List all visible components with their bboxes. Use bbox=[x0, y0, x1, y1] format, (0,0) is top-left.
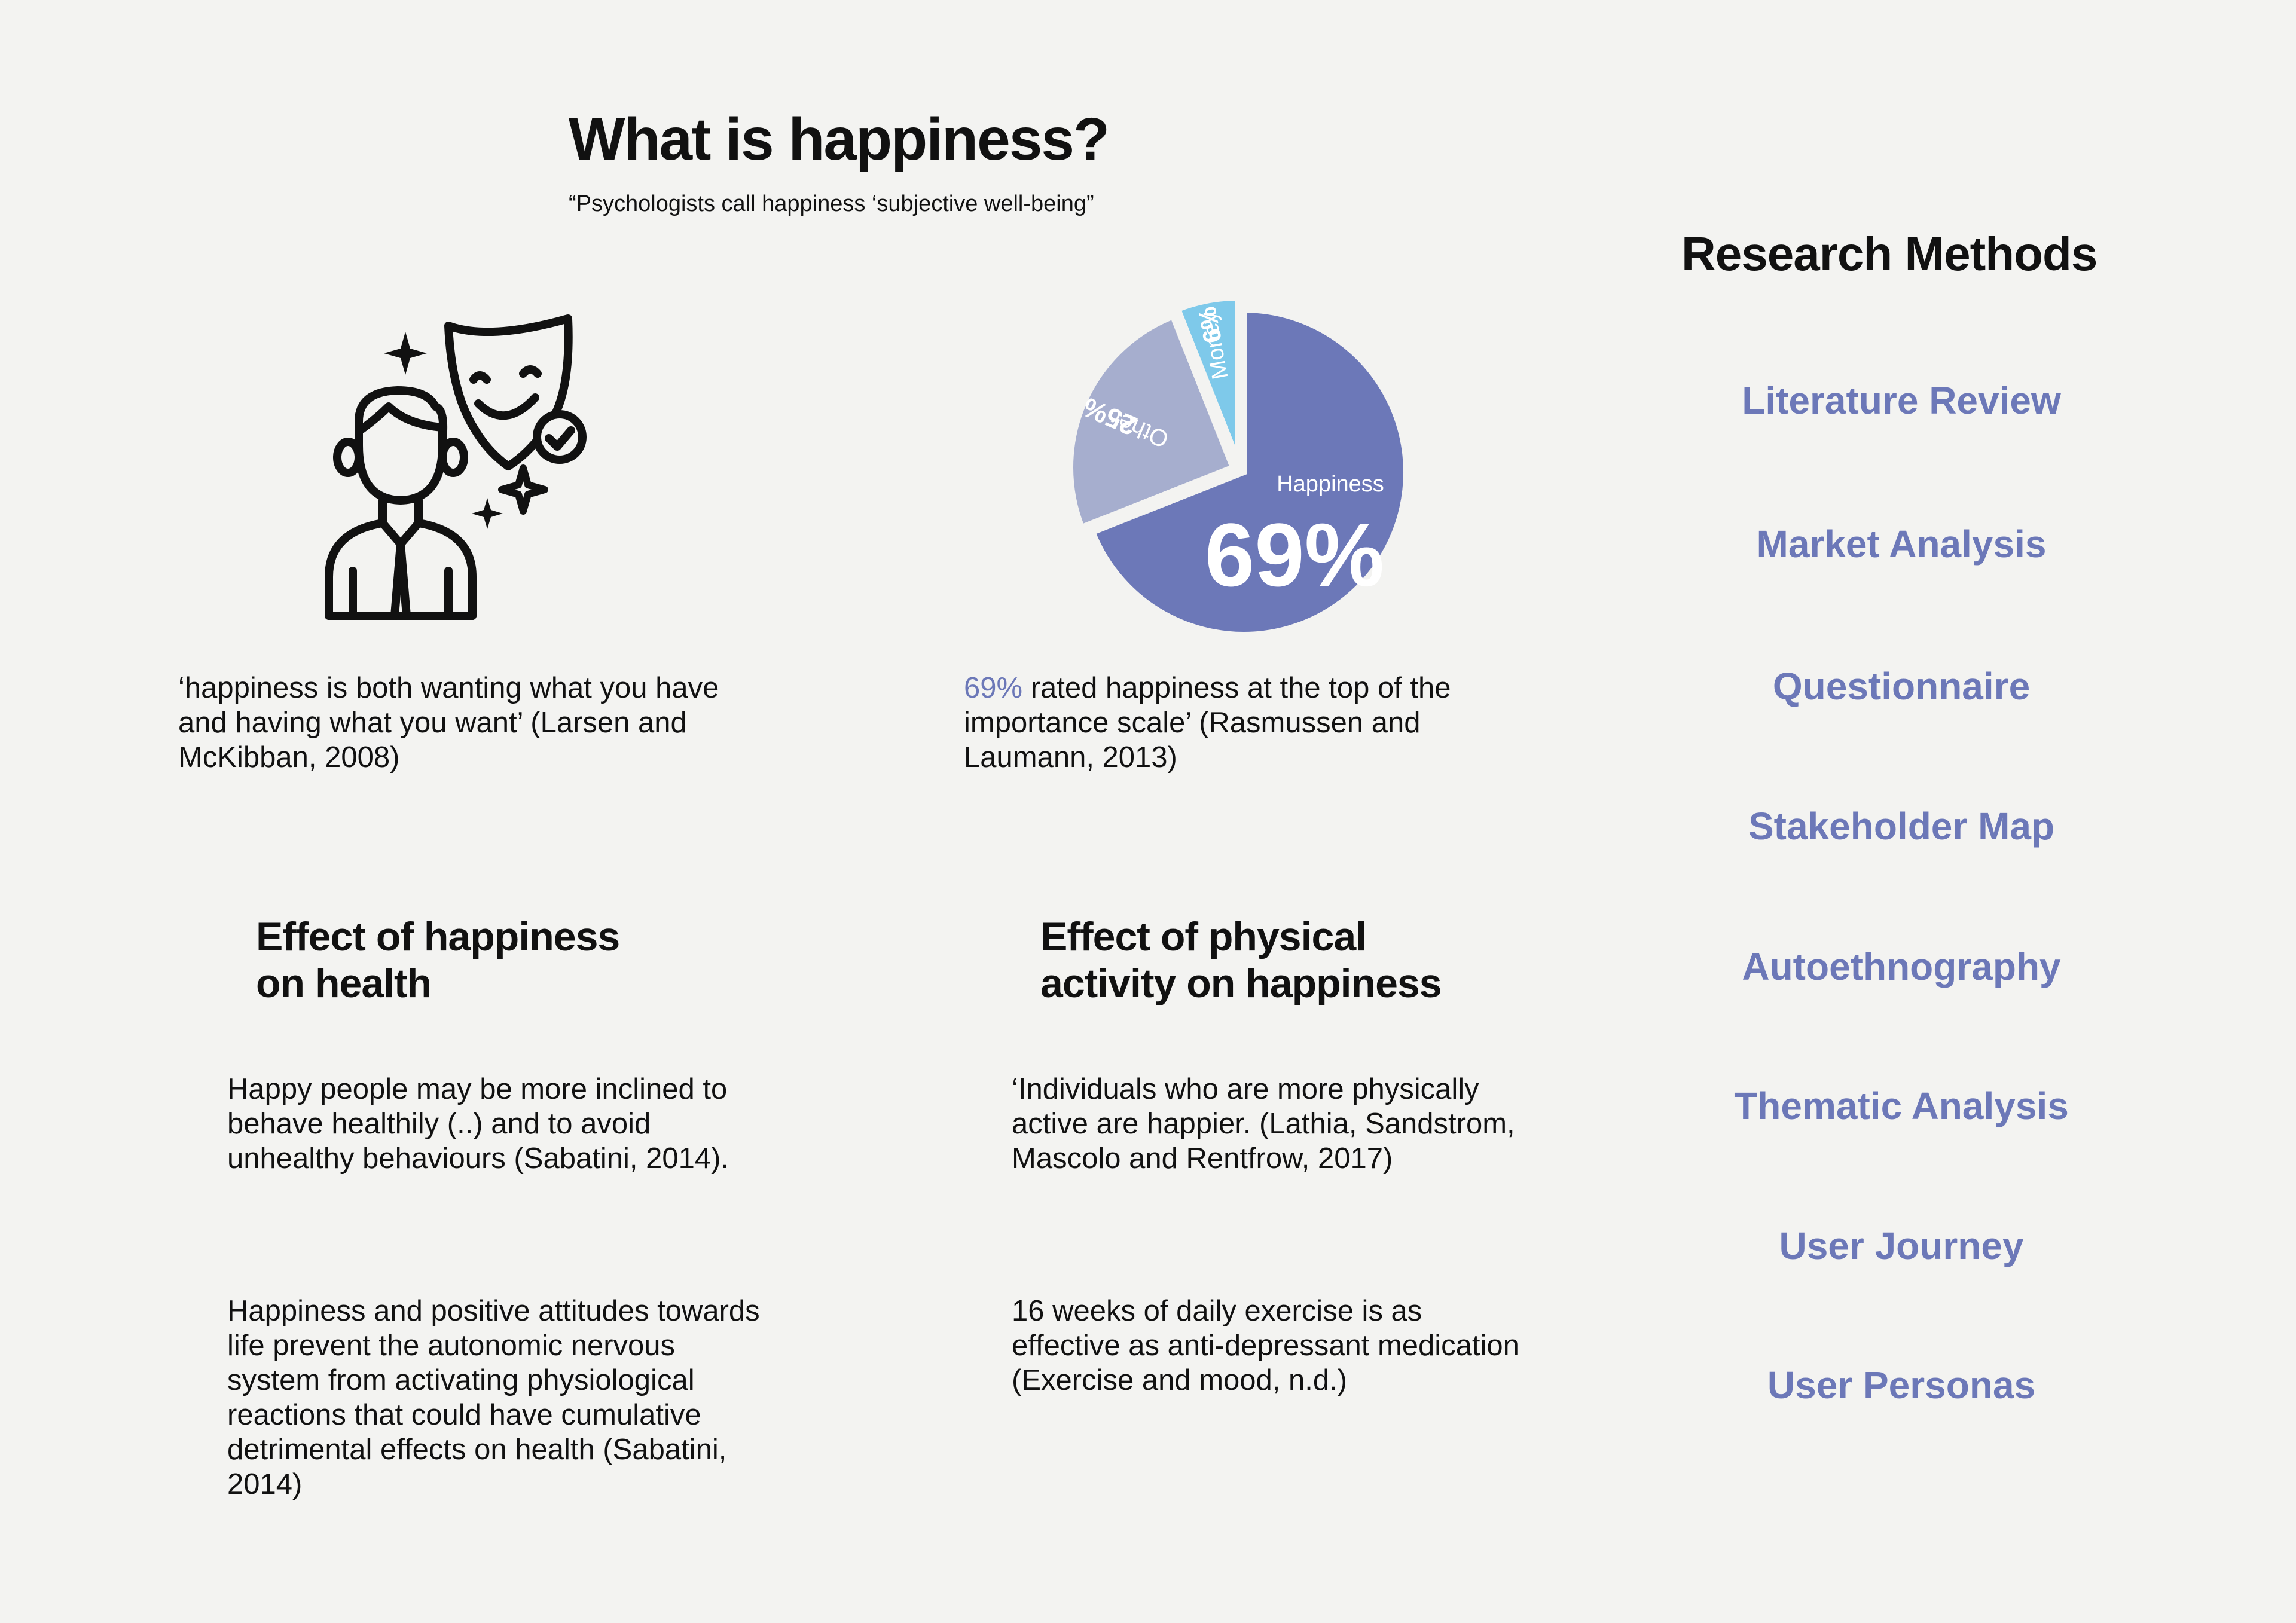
section-title-activity: Effect of physical activity on happiness bbox=[1040, 914, 1442, 1006]
pie-label-happiness: Happiness bbox=[1277, 472, 1384, 497]
pie-value-happiness: 69% bbox=[1205, 505, 1384, 605]
method-questionnaire: Questionnaire bbox=[1772, 665, 2031, 708]
importance-quote-text: rated happiness at the top of the import… bbox=[964, 672, 1451, 774]
page-subtitle: “Psychologists call happiness ‘subjectiv… bbox=[569, 191, 1094, 216]
method-user-personas: User Personas bbox=[1767, 1364, 2036, 1407]
method-market-analysis: Market Analysis bbox=[1756, 522, 2047, 566]
page-title: What is happiness? bbox=[569, 106, 1110, 173]
importance-scale-quote: 69% rated happiness at the top of the im… bbox=[964, 671, 1526, 775]
health-paragraph-1: Happy people may be more inclined to beh… bbox=[227, 1073, 729, 1175]
section-title-health: Effect of happiness on health bbox=[256, 914, 620, 1006]
method-autoethnography: Autoethnography bbox=[1742, 945, 2061, 988]
activity-paragraph-1: ‘Individuals who are more physically act… bbox=[1012, 1073, 1515, 1175]
method-thematic-analysis: Thematic Analysis bbox=[1734, 1084, 2069, 1127]
happiness-definition-quote: ‘happiness is both wanting what you have… bbox=[178, 672, 719, 774]
health-paragraph-2: Happiness and positive attitudes towards… bbox=[227, 1295, 760, 1500]
highlight-percentage: 69% bbox=[964, 672, 1023, 704]
pie-slice-other bbox=[1067, 312, 1237, 531]
method-literature-review: Literature Review bbox=[1742, 379, 2061, 422]
pie-slice-happiness bbox=[1088, 306, 1409, 638]
pie-slice-money bbox=[1174, 294, 1241, 461]
method-stakeholder-map: Stakeholder Map bbox=[1748, 805, 2055, 848]
pie-value-money: 6% bbox=[1193, 304, 1228, 345]
activity-paragraph-2: 16 weeks of daily exercise is as effecti… bbox=[1012, 1295, 1519, 1396]
method-user-journey: User Journey bbox=[1779, 1224, 2024, 1267]
happy-mask-person-icon bbox=[325, 314, 587, 620]
research-methods-title: Research Methods bbox=[1681, 227, 2097, 280]
